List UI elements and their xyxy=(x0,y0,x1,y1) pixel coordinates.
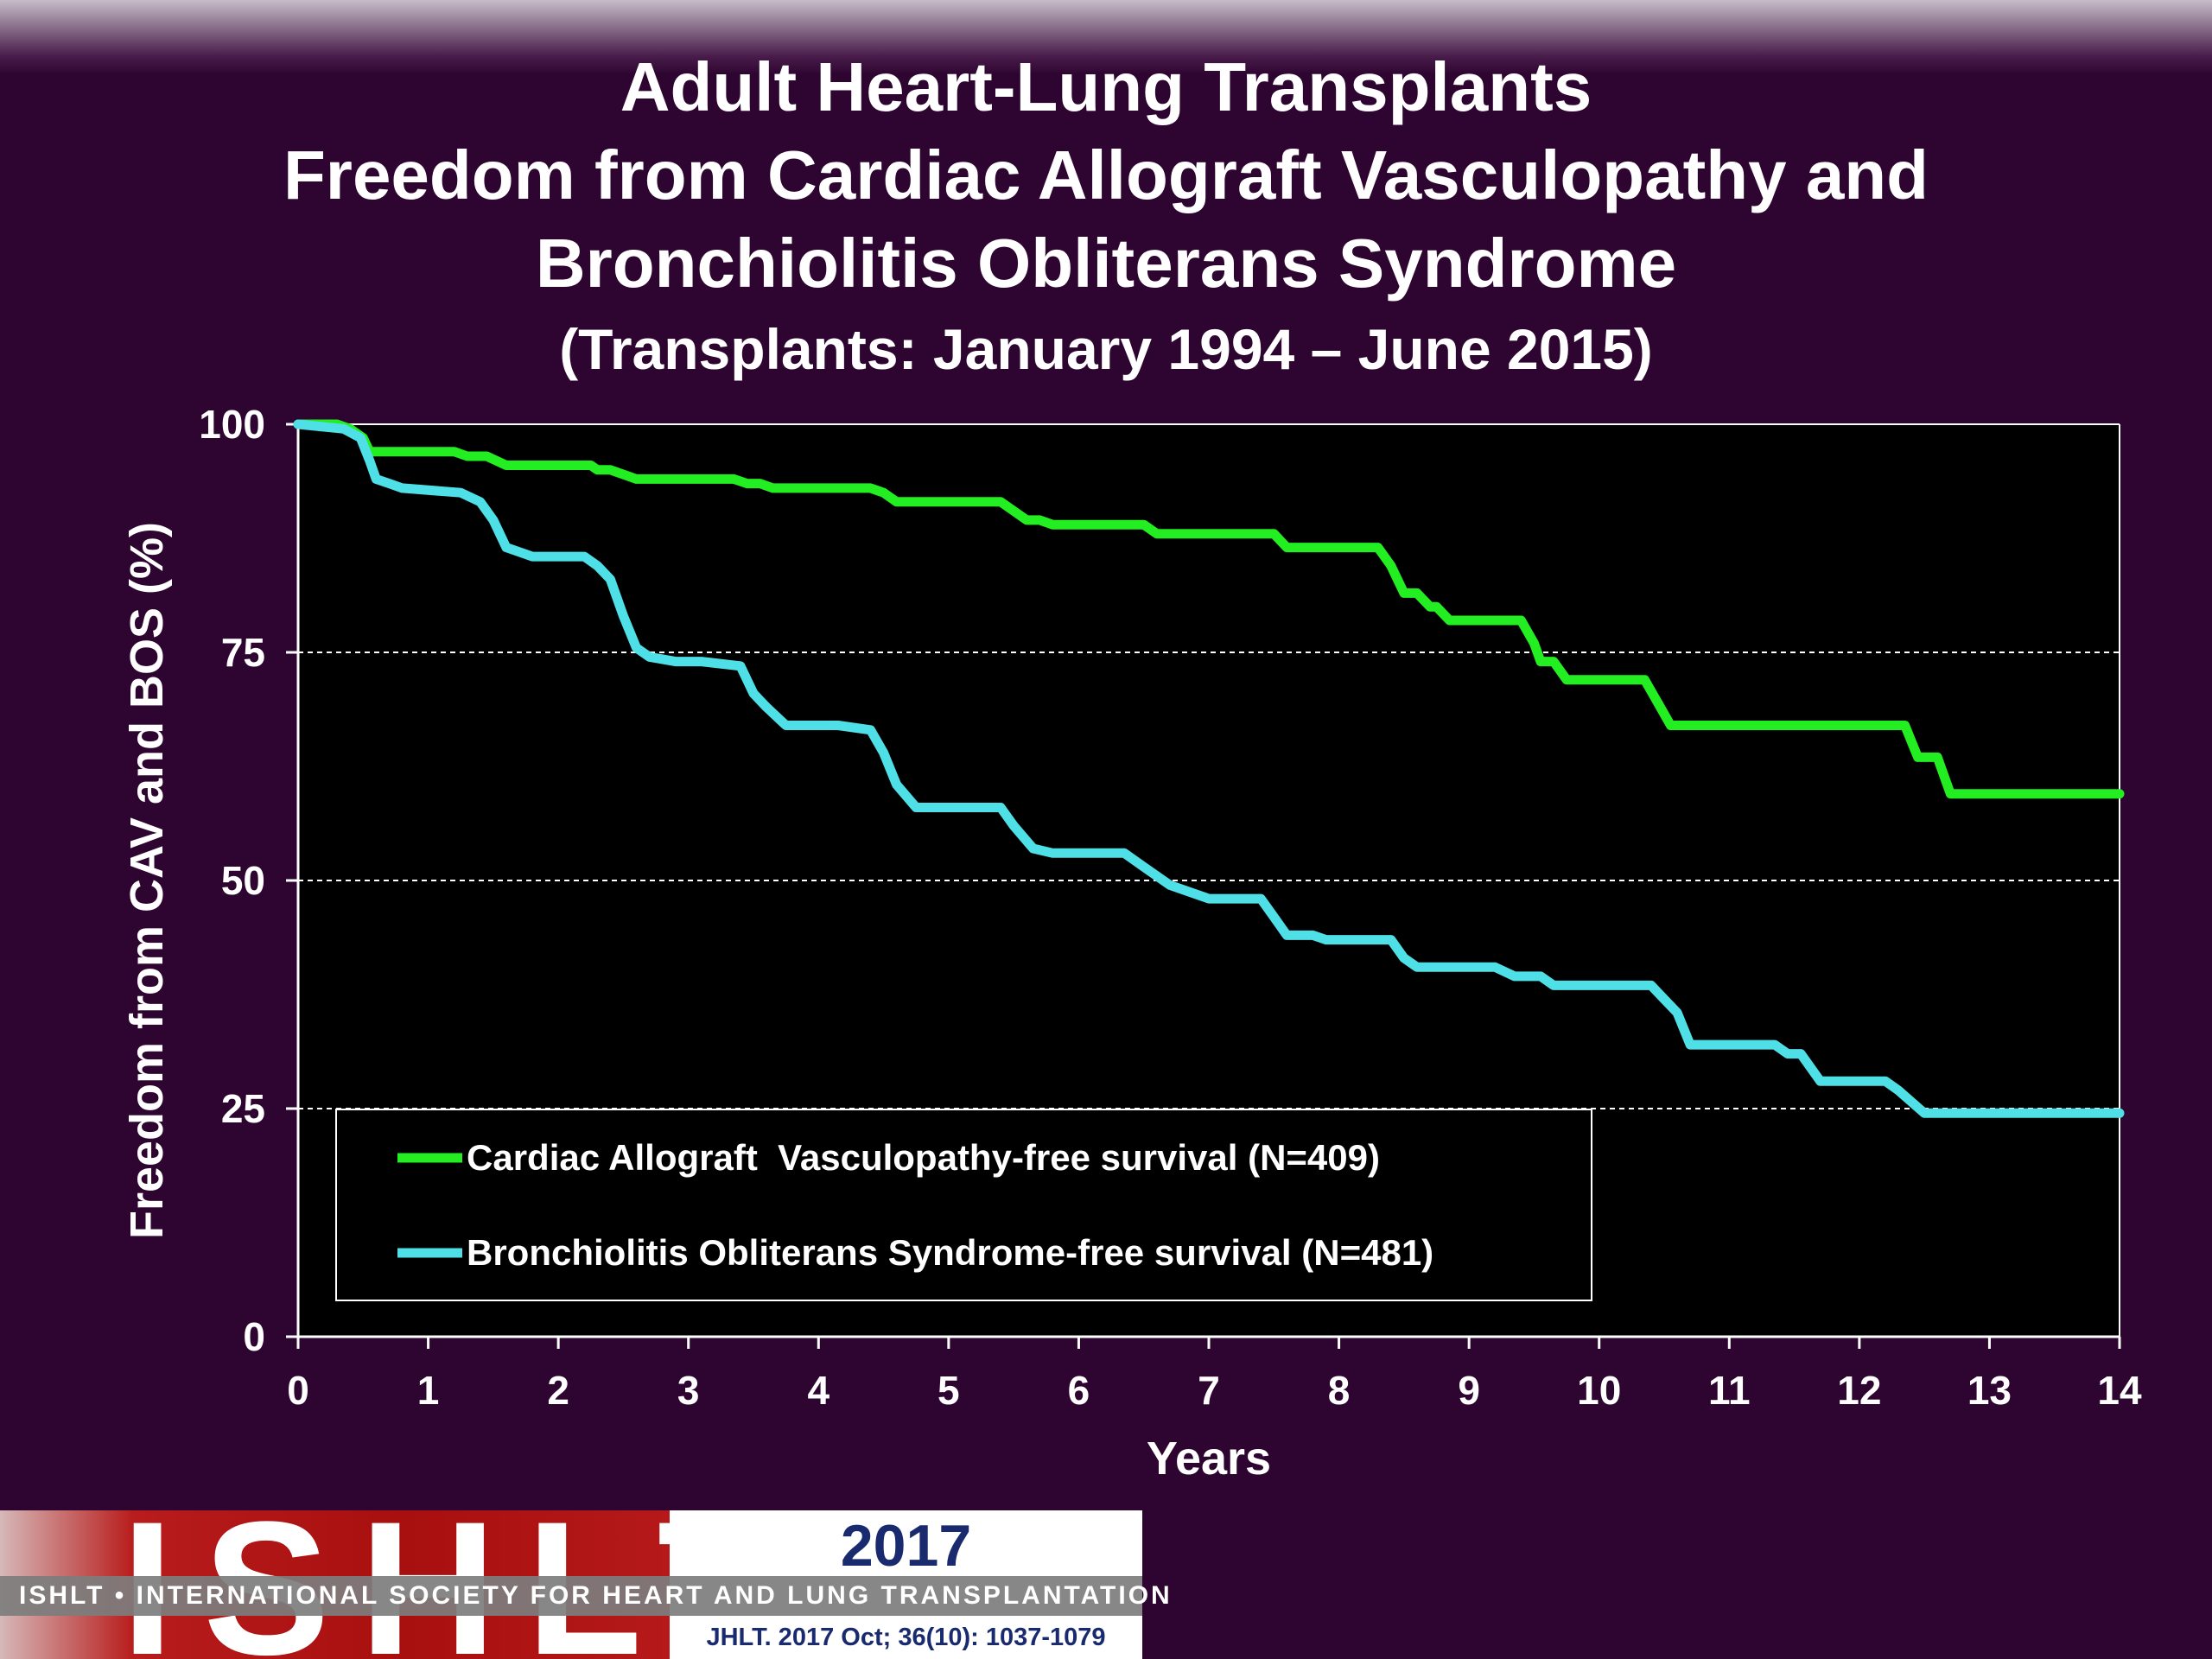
header-band xyxy=(0,0,2212,74)
x-tick-label: 3 xyxy=(677,1368,700,1413)
x-tick-label: 0 xyxy=(287,1368,309,1413)
y-tick-label: 25 xyxy=(221,1086,265,1131)
x-tick-label: 10 xyxy=(1577,1368,1621,1413)
footer-society-name: ISHLT • INTERNATIONAL SOCIETY FOR HEART … xyxy=(0,1576,1170,1616)
x-tick-label: 2 xyxy=(547,1368,569,1413)
footer-citation: JHLT. 2017 Oct; 36(10): 1037-1079 xyxy=(706,1624,1106,1651)
x-tick-label: 7 xyxy=(1198,1368,1220,1413)
x-tick-label: 4 xyxy=(807,1368,830,1413)
x-tick-label: 5 xyxy=(938,1368,960,1413)
title-block: Adult Heart-Lung Transplants Freedom fro… xyxy=(0,43,2212,391)
y-tick-label: 0 xyxy=(243,1314,265,1359)
y-tick-label: 75 xyxy=(221,630,265,675)
footer-banner: ISHLT 2017 ISHLT • INTERNATIONAL SOCIETY… xyxy=(0,1510,1170,1659)
x-tick-label: 12 xyxy=(1837,1368,1881,1413)
x-tick-label: 11 xyxy=(1708,1368,1751,1413)
legend-label-1: Cardiac Allograft Vasculopathy-free surv… xyxy=(467,1137,1380,1178)
legend-box xyxy=(335,1109,1592,1301)
series-lines xyxy=(293,419,2125,1118)
footer-year: 2017 xyxy=(840,1513,972,1579)
chart-subtitle-line2: Bronchiolitis Obliterans Syndrome xyxy=(535,225,1677,302)
y-tick-label: 100 xyxy=(199,402,265,447)
legend-label-2: Bronchiolitis Obliterans Syndrome-free s… xyxy=(467,1232,1433,1273)
chart-subtitle-line3: (Transplants: January 1994 – June 2015) xyxy=(559,317,1653,381)
x-ticks: 0 1 2 3 4 5 6 7 8 9 10 11 12 13 14 xyxy=(287,1337,2142,1413)
x-tick-label: 6 xyxy=(1068,1368,1090,1413)
y-axis-label: Freedom from CAV and BOS (%) xyxy=(121,522,173,1239)
series-line-2 xyxy=(293,419,2125,1118)
x-tick-label: 8 xyxy=(1328,1368,1351,1413)
chart-subtitle-line1: Freedom from Cardiac Allograft Vasculopa… xyxy=(283,137,1929,213)
legend: Cardiac Allograft Vasculopathy-free surv… xyxy=(335,1109,1592,1301)
x-tick-label: 14 xyxy=(2097,1368,2142,1413)
series-line-1 xyxy=(293,419,2125,799)
x-tick-label: 1 xyxy=(417,1368,440,1413)
y-tick-label: 50 xyxy=(221,858,265,903)
x-tick-label: 9 xyxy=(1458,1368,1480,1413)
y-ticks: 0 25 50 75 100 xyxy=(199,402,298,1359)
gridlines xyxy=(298,423,2120,1109)
chart-title: Adult Heart-Lung Transplants xyxy=(620,48,1592,125)
x-axis-label: Years xyxy=(1147,1433,1271,1484)
x-tick-label: 13 xyxy=(1967,1368,2012,1413)
